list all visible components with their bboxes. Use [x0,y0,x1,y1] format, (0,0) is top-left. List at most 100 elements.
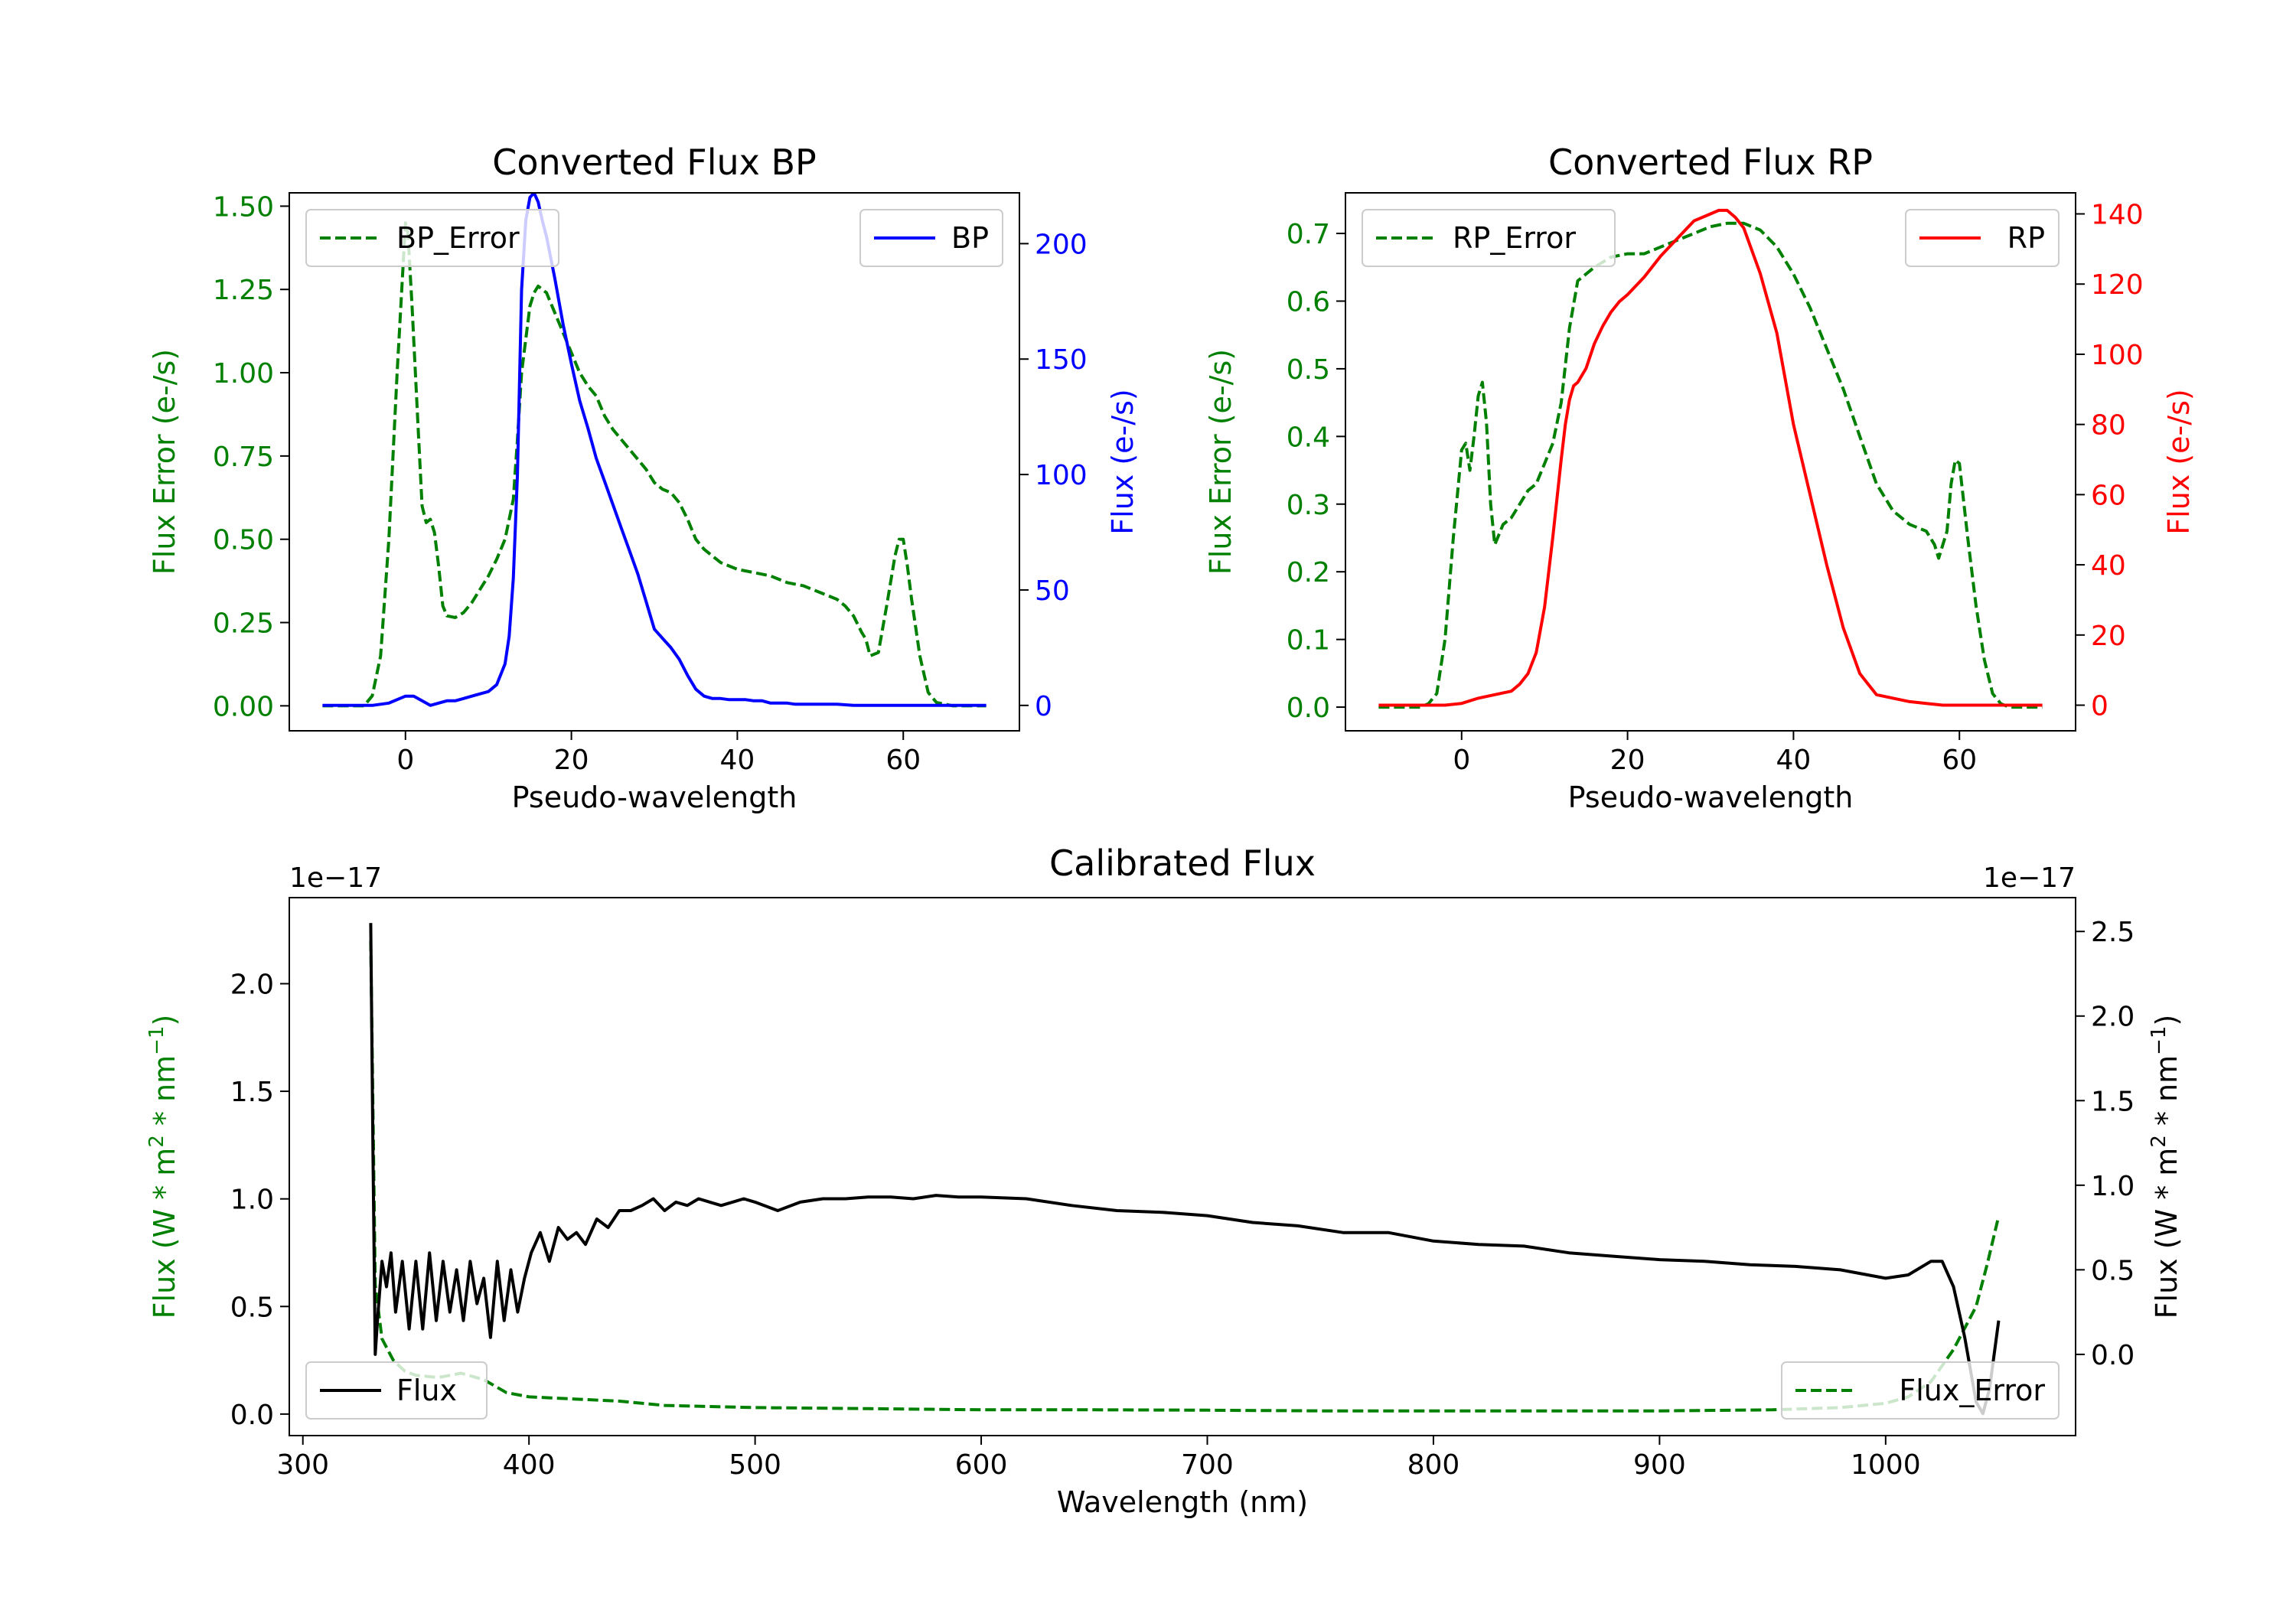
y-left-tick-label: 0.5 [1287,354,1330,386]
series-line-bp [322,193,987,707]
x-tick-label: 500 [729,1449,781,1481]
y-left-tick-label: 0.2 [1287,557,1330,588]
y-left-axis-title: Flux Error (e-/s) [1204,349,1238,575]
y-right-tick-label: 50 [1035,575,1070,607]
legend-label: Flux [396,1374,457,1407]
y-right-tick-label: 1.5 [2091,1086,2135,1117]
x-tick-label: 400 [503,1449,556,1481]
legend-label: RP_Error [1453,221,1576,255]
rp-chart: 0 20 40 60 0.0 0.1 0.2 0.3 0.4 0.5 0.6 0.7 0 20 40 60 80… [1204,142,2196,814]
x-axis-title: Pseudo-wavelength [1568,781,1854,814]
x-tick-label: 900 [1633,1449,1686,1481]
y-left-tick-label: 0.1 [1287,625,1330,657]
legend-left: RP_Error [1362,209,1616,267]
series-line-flux-error [369,940,2001,1413]
legend-box [305,209,559,267]
chart-title: Calibrated Flux [1049,843,1316,884]
y-left-tick-label: 0.75 [213,442,274,473]
y-right-offset-label: 1e−17 [1983,862,2076,894]
x-tick-label: 700 [1181,1449,1234,1481]
legend-label: RP [2007,221,2045,255]
y-left-tick-label: 1.00 [213,358,274,390]
y-left-tick-label: 1.50 [213,191,274,223]
x-tick-label: 60 [1942,745,1977,776]
y-right-tick-label: 120 [2091,269,2144,301]
series-line-flux [369,923,2001,1416]
x-tick-label: 0 [396,745,414,776]
chart-title: Converted Flux RP [1548,142,1873,183]
y-left-tick-label: 0.4 [1287,422,1330,453]
y-left-tick-label: 0.25 [213,608,274,640]
y-right-tick-label: 140 [2091,200,2144,231]
y-left-tick-label: 0.00 [213,691,274,722]
plot-frame [289,897,2076,1436]
plot-frame [289,192,1020,732]
label-part: * nm [148,1055,181,1135]
series-group [369,923,2001,1416]
y-right-tick-label: 1.0 [2091,1171,2135,1202]
series-group [322,193,987,708]
superscript: 2 [2148,1135,2170,1148]
superscript: −1 [145,1026,168,1055]
chart-title: Converted Flux BP [492,142,817,183]
x-tick-label: 300 [276,1449,329,1481]
legend-box [1362,209,1616,267]
legend-box [305,1361,488,1420]
legend-label: BP_Error [396,221,520,255]
y-right-tick-label: 40 [2091,550,2126,582]
y-right-tick-label: 100 [2091,340,2144,371]
label-part: * nm [2150,1055,2183,1135]
plot-frame [1345,192,2076,732]
y-right-tick-label: 20 [2091,621,2126,652]
y-left-tick-label: 0.7 [1287,219,1330,250]
superscript: −1 [2148,1026,2170,1055]
x-tick-label: 800 [1407,1449,1460,1481]
y-right-tick-label: 0.5 [2091,1255,2135,1286]
y-right-axis-title: Flux (W * m2 * nm−1) [2148,1015,2183,1319]
legend-right: BP [859,209,1003,267]
legend-box [1905,209,2060,267]
y-right-axis-title: Flux (e-/s) [2162,389,2196,534]
series-line-rp-error [1378,221,2043,709]
y-right-tick-label: 0 [1035,691,1052,722]
y-right-tick-label: 2.5 [2091,917,2135,948]
calibrated-flux-chart: 300 400 500 600 700 800 900 1000 0.0 0.5 1.0 1.5 2.0… [145,843,2183,1519]
legend-left: Flux [305,1361,488,1420]
y-left-axis-title: Flux (W * m2 * nm−1) [145,1015,181,1319]
x-tick-label: 600 [955,1449,1008,1481]
y-left-tick-label: 0.3 [1287,490,1330,521]
y-left-tick-label: 0.50 [213,525,274,556]
series-group [1378,208,2043,709]
y-left-tick-label: 0.0 [230,1400,274,1431]
y-left-tick-label: 2.0 [230,969,274,1000]
series-line-rp [1378,208,2043,707]
x-tick-label: 1000 [1851,1449,1921,1481]
legend-label: Flux_Error [1899,1374,2045,1407]
y-right-tick-label: 2.0 [2091,1002,2135,1033]
x-tick-label: 20 [1610,745,1645,776]
x-tick-label: 0 [1453,745,1470,776]
y-left-offset-label: 1e−17 [289,862,382,894]
y-right-tick-label: 80 [2091,410,2126,442]
x-tick-label: 60 [885,745,921,776]
y-left-axis-title: Flux Error (e-/s) [148,349,181,575]
y-right-tick-label: 0.0 [2091,1340,2135,1371]
legend-right: Flux_Error [1781,1361,2060,1420]
bp-chart: 0 20 40 60 0.00 0.25 0.50 0.75 1.00 1.25 1.50 0 50 10… [148,142,1140,814]
x-tick-label: 40 [720,745,755,776]
label-part: Flux (W * m [148,1148,181,1319]
x-axis-title: Wavelength (nm) [1057,1485,1308,1519]
y-left-tick-label: 0.6 [1287,286,1330,318]
superscript: 2 [145,1135,168,1148]
y-left-tick-label: 0.5 [230,1292,274,1323]
series-line-bp-error [322,221,987,708]
y-right-tick-label: 60 [2091,480,2126,511]
y-right-tick-label: 0 [2091,691,2108,722]
y-right-axis-title: Flux (e-/s) [1106,389,1140,534]
legend-label: BP [951,221,989,255]
label-part: ) [2150,1015,2183,1026]
y-right-tick-label: 150 [1035,344,1088,376]
label-part: ) [148,1015,181,1026]
y-left-tick-label: 1.0 [230,1185,274,1216]
